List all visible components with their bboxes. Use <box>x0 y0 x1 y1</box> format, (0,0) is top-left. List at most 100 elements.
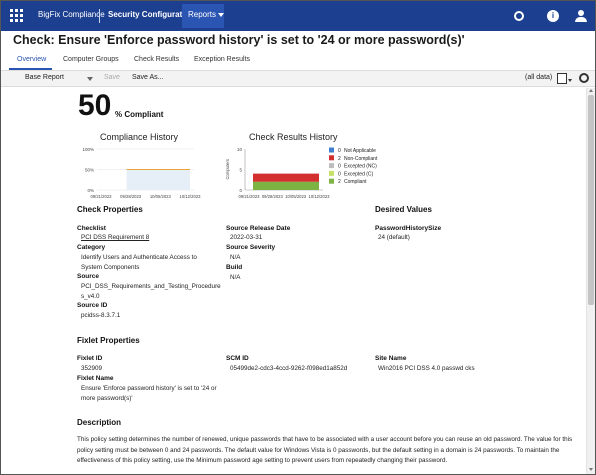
nav-reports-menu[interactable]: Reports <box>182 4 225 28</box>
nav-divider <box>99 9 100 23</box>
category-value: Identify Users and Authenticate Access t… <box>81 254 197 271</box>
source-id-value: pcidss-8.3.7.1 <box>81 312 121 319</box>
info-icon[interactable]: i <box>547 10 559 22</box>
source-id-label: Source ID <box>77 302 108 309</box>
nav-security-configuration[interactable]: Security Configuration <box>108 10 195 19</box>
series-area-non-compliant <box>253 173 319 182</box>
desired-value-name: PasswordHistorySize <box>375 225 442 232</box>
source-release-date-value: 2022-03-31 <box>230 234 263 241</box>
export-chevron-icon[interactable] <box>568 79 572 82</box>
y-tick-label: 0 <box>239 188 242 193</box>
scm-id-label: SCM ID <box>226 355 249 362</box>
x-tick-label: 09/21/2023 <box>91 194 113 199</box>
x-tick-label: 10/05/2023 <box>150 194 172 199</box>
desired-values-heading: Desired Values <box>375 205 432 214</box>
site-name-value: Win2016 PCI DSS 4.0 passwd cks <box>378 365 475 372</box>
build-label: Build <box>226 264 243 271</box>
data-filter-label[interactable]: (all data) <box>525 74 553 81</box>
save-button[interactable]: Save <box>104 74 120 81</box>
legend-label: Not Applicable <box>344 148 376 154</box>
user-icon[interactable] <box>575 10 587 22</box>
description-text: This policy setting determines the numbe… <box>77 436 573 464</box>
x-tick-label: 10/12/2023 <box>180 194 202 199</box>
nav-reports-label: Reports <box>188 10 217 19</box>
legend-label: Non-Compliant <box>344 156 378 162</box>
category-label: Category <box>77 244 106 251</box>
report-select[interactable]: Base Report <box>25 74 64 81</box>
y-tick-label: 100% <box>82 147 94 152</box>
series-area-compliant <box>253 181 319 190</box>
build-value: N/A <box>230 274 241 281</box>
tab-check-results[interactable]: Check Results <box>134 56 180 63</box>
x-tick-label: 10/12/2023 <box>309 194 331 199</box>
tab-overview[interactable]: Overview <box>17 56 47 63</box>
legend-count: 2 <box>338 179 341 185</box>
tab-exception-results[interactable]: Exception Results <box>194 56 251 63</box>
y-tick-label: 5 <box>239 168 242 173</box>
top-nav: BigFix Compliance Security Configuration… <box>1 1 595 31</box>
compliance-percent: 50 <box>78 89 112 122</box>
legend-swatch <box>329 155 334 161</box>
chevron-down-icon <box>218 12 225 17</box>
save-as-button[interactable]: Save As... <box>132 74 164 81</box>
x-tick-label: 09/28/2023 <box>262 194 284 199</box>
y-tick-label: 10 <box>237 147 243 152</box>
legend-label: Compliant <box>344 179 367 185</box>
legend-swatch <box>329 147 334 153</box>
legend-count: 0 <box>338 171 341 177</box>
legend-label: Excepted (NC) <box>344 164 377 170</box>
source-label: Source <box>77 273 100 280</box>
settings-gear-icon[interactable] <box>514 11 524 21</box>
vertical-scrollbar[interactable] <box>586 88 595 474</box>
legend-swatch <box>329 163 334 169</box>
site-name-label: Site Name <box>375 355 407 362</box>
fixlet-name-label: Fixlet Name <box>77 375 114 382</box>
source-release-date-label: Source Release Date <box>226 225 291 232</box>
check-properties-heading: Check Properties <box>77 205 143 214</box>
legend-count: 0 <box>338 164 341 170</box>
compliance-history-chart: 100% 50% 0%09/21/2023 09/28/2023 10/05/2023 1… <box>82 147 202 199</box>
desired-value-value: 24 (default) <box>378 234 410 241</box>
report-settings-gear-icon[interactable] <box>579 73 589 83</box>
compliance-history-title: Compliance History <box>100 132 179 142</box>
fixlet-properties-heading: Fixlet Properties <box>77 336 140 345</box>
compliance-percent-label: % Compliant <box>115 110 164 119</box>
check-results-history-chart: 10 5 0 Computers 09/21/2023 09/28/2023 10/05/2… <box>225 147 378 199</box>
scroll-down-arrow-icon[interactable] <box>589 468 593 471</box>
scroll-up-arrow-icon[interactable] <box>589 89 593 92</box>
nav-brand[interactable]: BigFix Compliance <box>38 10 105 19</box>
x-tick-label: 09/28/2023 <box>120 194 142 199</box>
tab-computer-groups[interactable]: Computer Groups <box>63 56 119 63</box>
tabs-divider <box>1 70 595 71</box>
y-tick-label: 50% <box>85 168 94 173</box>
report-toolbar: Base Report Save Save As... (all data) <box>1 71 595 87</box>
active-tab-indicator <box>9 68 52 70</box>
source-severity-value: N/A <box>230 254 241 261</box>
description-heading: Description <box>77 418 122 427</box>
scm-id-value: 05499de2-cdc3-4ccd-9262-f098ed1a852d <box>230 365 348 372</box>
export-icon[interactable] <box>557 73 567 84</box>
legend-label: Excepted (C) <box>344 171 374 177</box>
report-select-chevron-icon[interactable] <box>87 77 93 81</box>
legend-swatch <box>329 170 334 176</box>
fixlet-name-value: Ensure 'Enforce password history' is set… <box>81 385 217 402</box>
legend-swatch <box>329 178 334 184</box>
fixlet-id-label: Fixlet ID <box>77 355 103 362</box>
checklist-label: Checklist <box>77 225 106 232</box>
legend-count: 2 <box>338 156 341 162</box>
series-area <box>126 169 190 190</box>
y-axis-label: Computers <box>225 159 230 179</box>
checklist-link[interactable]: PCI DSS Requirement 8 <box>81 234 150 241</box>
x-tick-label: 09/21/2023 <box>239 194 261 199</box>
y-tick-label: 0% <box>87 188 94 193</box>
scrollbar-thumb[interactable] <box>588 95 594 305</box>
source-value: PCI_DSS_Requirements_and_Testing_Procedu… <box>81 283 221 300</box>
legend-count: 0 <box>338 148 341 154</box>
source-severity-label: Source Severity <box>226 244 276 251</box>
x-tick-label: 10/05/2023 <box>285 194 307 199</box>
app-grid-icon[interactable] <box>10 9 24 23</box>
fixlet-id-value: 352909 <box>81 365 103 372</box>
check-results-history-title: Check Results History <box>249 132 338 142</box>
page-title: Check: Ensure 'Enforce password history'… <box>13 33 465 47</box>
